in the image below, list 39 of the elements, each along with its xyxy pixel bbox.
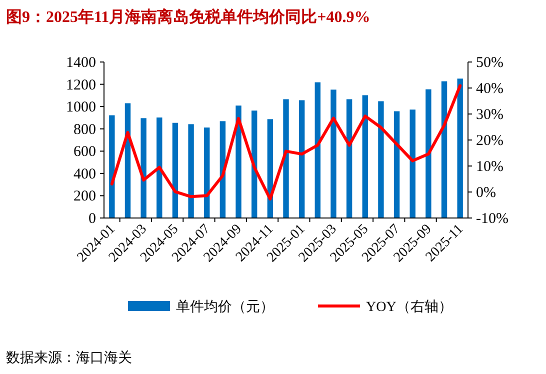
bar [378, 101, 384, 218]
y-tick-label: 1200 [66, 77, 96, 94]
y2-tick-label: 0% [476, 185, 496, 201]
y2-tick-label: -10% [476, 211, 508, 227]
bar [346, 99, 352, 218]
bar [283, 99, 289, 218]
bar [298, 100, 305, 218]
y2-tick-label: 40% [476, 81, 504, 97]
bar [204, 128, 210, 218]
source-note: 数据来源：海口海关 [6, 350, 132, 366]
bar [172, 122, 178, 218]
y-tick-label: 800 [74, 122, 96, 138]
bar [441, 81, 448, 218]
y2-tick-label: 50% [476, 55, 504, 71]
y-tick-label: 0 [88, 211, 96, 227]
bar [410, 110, 416, 218]
bar [314, 82, 320, 218]
bar [188, 124, 194, 218]
y2-tick-label: 30% [476, 107, 504, 123]
y-tick-label: 200 [74, 188, 96, 205]
y-tick-label: 1400 [66, 55, 96, 71]
bar [140, 118, 146, 218]
bar [394, 111, 400, 218]
bar [362, 95, 368, 218]
legend-label: 单件均价（元） [176, 299, 274, 315]
y-tick-label: 1000 [66, 100, 96, 116]
bar [426, 89, 432, 218]
bar [236, 106, 242, 218]
y-tick-label: 400 [74, 166, 96, 182]
y-tick-label: 600 [74, 144, 96, 160]
line-series [110, 84, 462, 201]
bar [457, 78, 463, 218]
bar [109, 115, 115, 218]
y2-tick-label: 20% [476, 133, 504, 149]
y2-tick-label: 10% [476, 159, 504, 175]
bar [330, 90, 336, 218]
legend-label: YOY（右轴） [366, 299, 452, 315]
chart-title: 图9：2025年11月海南离岛免税单件均价同比+40.9% [6, 7, 370, 26]
bar [156, 117, 162, 218]
